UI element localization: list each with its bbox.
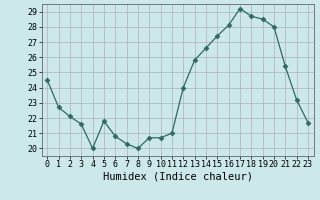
X-axis label: Humidex (Indice chaleur): Humidex (Indice chaleur)	[103, 172, 252, 182]
